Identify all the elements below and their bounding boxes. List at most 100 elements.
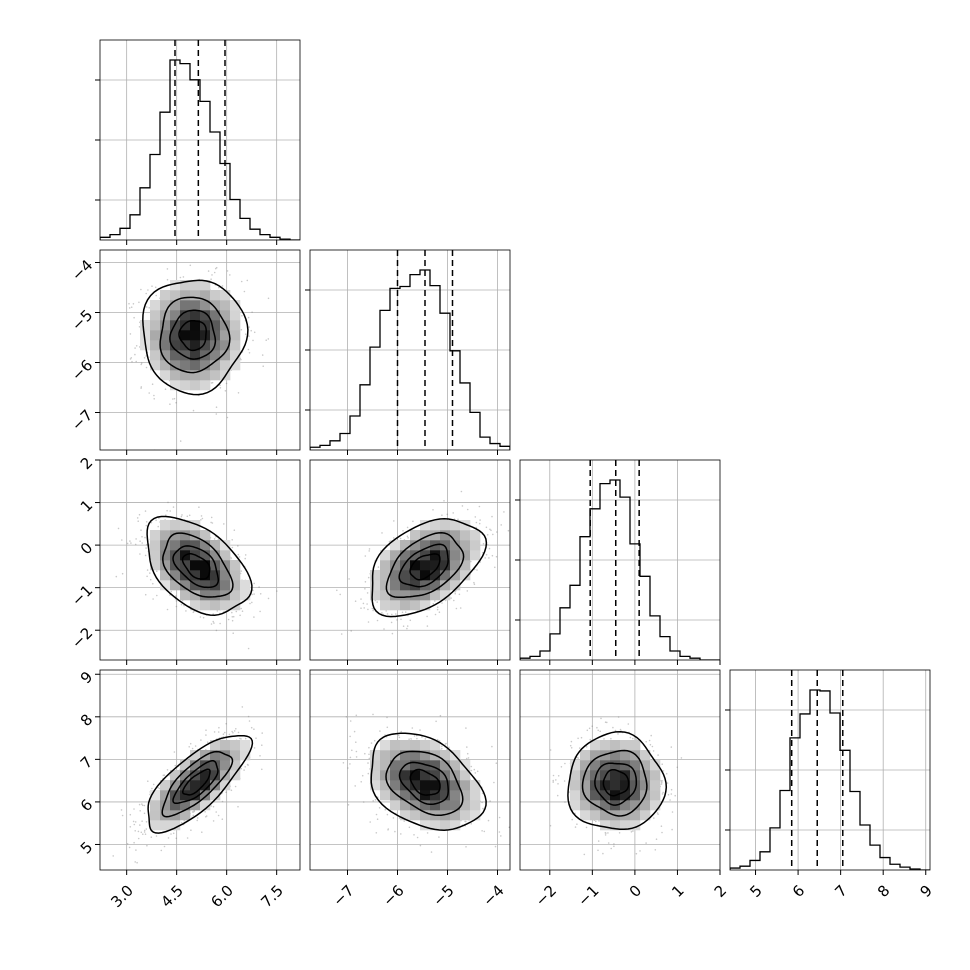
- x-tick-label: −4: [479, 882, 507, 910]
- density-cell: [190, 350, 201, 361]
- density-cell: [200, 530, 211, 541]
- density-cell: [150, 560, 161, 571]
- density-cell: [200, 370, 211, 381]
- density-cell: [640, 750, 651, 761]
- density-cell: [370, 770, 381, 781]
- density-cell: [220, 340, 231, 351]
- density-cell: [390, 600, 401, 611]
- density-cell: [420, 800, 431, 811]
- density-cell: [220, 350, 231, 361]
- histogram-step: [730, 689, 930, 870]
- contour-line: [567, 730, 668, 831]
- density-cell: [200, 800, 211, 811]
- density-cell: [420, 770, 431, 781]
- density-cell: [570, 800, 581, 811]
- density-cell: [410, 580, 421, 591]
- density-cell: [610, 780, 621, 791]
- density-cell: [420, 600, 431, 611]
- density-cell: [640, 780, 651, 791]
- y-tick-label: 7: [77, 753, 96, 772]
- density-cell: [430, 760, 441, 771]
- density-cell: [390, 800, 401, 811]
- density-cell: [230, 600, 241, 611]
- density-cell: [470, 810, 481, 821]
- density-cell: [450, 810, 461, 821]
- density-cell: [190, 750, 201, 761]
- density-cell: [630, 780, 641, 791]
- density-cell: [160, 320, 171, 331]
- density-cell: [420, 520, 431, 531]
- density-cell: [220, 740, 231, 751]
- density-cell: [200, 560, 211, 571]
- density-cell: [180, 370, 191, 381]
- density-cell: [620, 780, 631, 791]
- x-tick-label: 1: [668, 882, 687, 901]
- density-cell: [190, 290, 201, 301]
- density-cell: [220, 600, 231, 611]
- density-cell: [440, 540, 451, 551]
- density-cell: [230, 350, 241, 361]
- density-cell: [180, 520, 191, 531]
- density-cell: [640, 810, 651, 821]
- density-cell: [160, 340, 171, 351]
- density-cell: [650, 780, 661, 791]
- density-cell: [190, 560, 201, 571]
- density-cell: [200, 600, 211, 611]
- contour-line: [409, 768, 441, 796]
- density-cell: [440, 750, 451, 761]
- density-cell: [600, 790, 611, 801]
- density-cell: [220, 760, 231, 771]
- density-cell: [190, 520, 201, 531]
- density-cell: [170, 310, 181, 321]
- density-cell: [240, 740, 251, 751]
- density-cell: [440, 560, 451, 571]
- density-cell: [210, 750, 221, 761]
- density-cell: [430, 820, 441, 831]
- density-cell: [640, 800, 651, 811]
- density-cell: [200, 300, 211, 311]
- density-cell: [380, 600, 391, 611]
- density-cell: [410, 550, 421, 561]
- density-cell: [200, 360, 211, 371]
- density-cell: [420, 780, 431, 791]
- density-cell: [380, 570, 391, 581]
- density-cell: [170, 770, 181, 781]
- density-cell: [180, 360, 191, 371]
- density-cell: [150, 790, 161, 801]
- density-cell: [170, 520, 181, 531]
- density-cell: [230, 760, 241, 771]
- density-panel-1-4: [100, 670, 300, 870]
- density-cell: [610, 770, 621, 781]
- density-cell: [420, 810, 431, 821]
- density-cell: [180, 280, 191, 291]
- contour-line: [181, 768, 211, 796]
- density-cell: [210, 320, 221, 331]
- density-cell: [460, 790, 471, 801]
- density-cell: [210, 790, 221, 801]
- density-cell: [460, 800, 471, 811]
- density-cell: [150, 530, 161, 541]
- density-cell: [170, 360, 181, 371]
- density-cell: [380, 770, 391, 781]
- density-cell: [190, 380, 201, 391]
- contour-line: [142, 279, 249, 396]
- x-tick-label: −1: [574, 882, 602, 910]
- x-tick-label: 3.0: [107, 882, 137, 912]
- density-cell: [170, 800, 181, 811]
- density-cell: [620, 820, 631, 831]
- density-cell: [190, 320, 201, 331]
- density-cell: [400, 540, 411, 551]
- density-cell: [220, 360, 231, 371]
- density-cell: [220, 300, 231, 311]
- density-cell: [440, 780, 451, 791]
- density-cell: [180, 580, 191, 591]
- density-cell: [190, 580, 201, 591]
- density-cell: [400, 560, 411, 571]
- density-cell: [590, 760, 601, 771]
- density-cell: [430, 550, 441, 561]
- density-cell: [460, 570, 471, 581]
- density-cell: [160, 790, 171, 801]
- density-cells: [150, 740, 251, 831]
- density-cell: [180, 590, 191, 601]
- density-cell: [400, 550, 411, 561]
